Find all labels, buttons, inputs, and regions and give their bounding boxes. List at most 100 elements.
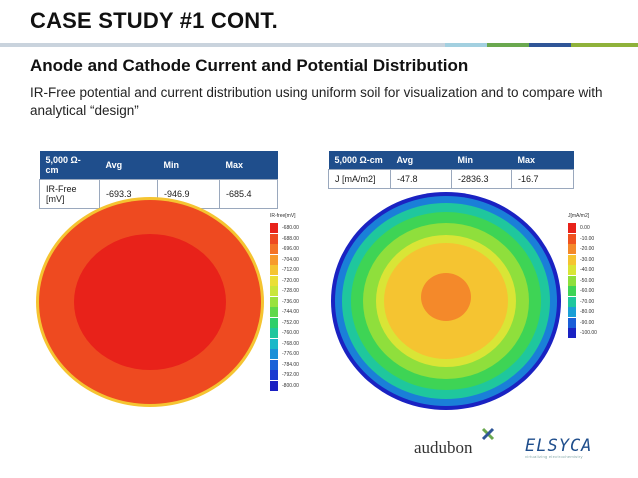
legend-entry: -760.00 xyxy=(270,328,326,338)
legend-entry: -768.00 xyxy=(270,338,326,349)
legend-label: -704.00 xyxy=(282,256,299,263)
legend-swatch xyxy=(568,223,576,233)
legend-label: -70.00 xyxy=(580,298,595,305)
elsyca-logo-text: ELSYCA xyxy=(525,436,593,456)
legend-swatch xyxy=(568,328,576,338)
legend-label: -712.00 xyxy=(282,267,299,273)
legend-entry: -800.00 xyxy=(270,380,326,391)
table-cell: -2836.3 xyxy=(451,169,512,189)
legend-label: -696.00 xyxy=(282,246,299,252)
legend-entry: -728.00 xyxy=(270,286,326,296)
legend-entry: -736.00 xyxy=(270,296,326,307)
legend-label: -10.00 xyxy=(580,235,595,242)
legend-title: J[mA/m2] xyxy=(568,213,590,219)
table-cell: -47.8 xyxy=(390,169,452,189)
legend-label: -80.00 xyxy=(580,309,595,315)
legend-label: -768.00 xyxy=(282,340,299,347)
table-header-cell: Max xyxy=(219,151,278,180)
legend-swatch xyxy=(270,370,278,380)
slide-subtitle: Anode and Cathode Current and Potential … xyxy=(30,56,469,75)
elsyca-logo: ELSYCA virtualizing electrochemistry xyxy=(525,436,592,459)
legend-label: -760.00 xyxy=(282,330,299,336)
legend-label: -728.00 xyxy=(282,288,299,294)
audubon-logo-text: audubon xyxy=(414,438,473,457)
ir-free-color-legend: IR-free[mV] -680.00 -688.00 -696.00 -704.00… xyxy=(270,213,330,403)
legend-swatch xyxy=(270,307,278,317)
accent-bar-segment-5 xyxy=(571,43,638,47)
current-density-color-legend: J[mA/m2] 0.00 -10.00 -20.00 -30.00 -40.00 -50… xyxy=(568,213,628,343)
accent-bar-segment-4 xyxy=(529,43,571,47)
slide-title: CASE STUDY #1 CONT. xyxy=(30,8,278,33)
legend-entry: -712.00 xyxy=(270,265,326,275)
legend-entry: -680.00 xyxy=(270,223,326,233)
legend-label: -792.00 xyxy=(282,372,299,378)
table-cell: IR-Free [mV] xyxy=(39,179,100,209)
legend-entry: -90.00 xyxy=(568,317,624,328)
legend-entry: -752.00 xyxy=(270,317,326,328)
current-density-stats-table: 5,000 Ω-cm Avg Min Max J [mA/m2] -47.8 -… xyxy=(328,151,574,189)
table-header-row: 5,000 Ω-cm Avg Min Max xyxy=(328,151,574,170)
legend-swatch xyxy=(270,317,278,328)
legend-swatch xyxy=(270,244,278,254)
table-cell: -16.7 xyxy=(511,169,574,189)
legend-swatch xyxy=(270,380,278,391)
legend-entry: -696.00 xyxy=(270,244,326,254)
legend-label: -744.00 xyxy=(282,309,299,315)
legend-label: -680.00 xyxy=(282,225,299,231)
table-row: J [mA/m2] -47.8 -2836.3 -16.7 xyxy=(328,169,574,189)
table-header-cell: 5,000 Ω-cm xyxy=(328,151,391,170)
legend-label: -30.00 xyxy=(580,256,595,263)
title-accent-bar xyxy=(0,43,638,47)
legend-swatch xyxy=(270,328,278,338)
table-header-cell: Avg xyxy=(390,151,452,170)
elsyca-logo-tagline: virtualizing electrochemistry xyxy=(525,454,583,459)
table-cell: -685.4 xyxy=(219,179,278,209)
slide-body-text: IR-Free potential and current distributi… xyxy=(30,85,603,118)
table-header-cell: Min xyxy=(451,151,512,170)
table-header-cell: Max xyxy=(511,151,574,170)
legend-label: -776.00 xyxy=(282,351,299,357)
table-cell: J [mA/m2] xyxy=(328,169,391,189)
legend-label: -800.00 xyxy=(282,382,299,389)
legend-entry: -776.00 xyxy=(270,349,326,359)
legend-swatch xyxy=(568,296,576,307)
legend-swatch xyxy=(270,265,278,275)
legend-label: 0.00 xyxy=(580,225,590,231)
current-density-contour-plot xyxy=(331,192,561,410)
legend-entry: -30.00 xyxy=(568,254,624,265)
legend-swatch xyxy=(270,275,278,286)
legend-swatch xyxy=(270,254,278,265)
legend-entry: -744.00 xyxy=(270,307,326,317)
legend-label: -784.00 xyxy=(282,361,299,368)
legend-label: -736.00 xyxy=(282,298,299,305)
legend-entry: -50.00 xyxy=(568,275,624,286)
legend-entry: -60.00 xyxy=(568,286,624,296)
legend-swatch xyxy=(568,265,576,275)
accent-bar-segment-1 xyxy=(0,43,445,47)
legend-entry: -20.00 xyxy=(568,244,624,254)
table-header-cell: Avg xyxy=(99,151,158,180)
legend-label: -90.00 xyxy=(580,319,595,326)
legend-entry: -100.00 xyxy=(568,328,624,338)
legend-swatch xyxy=(270,233,278,244)
legend-swatch xyxy=(270,286,278,296)
legend-swatch xyxy=(568,307,576,317)
legend-label: -50.00 xyxy=(580,277,595,284)
table-header-row: 5,000 Ω-cm Avg Min Max xyxy=(39,151,278,180)
legend-title: IR-free[mV] xyxy=(270,213,296,219)
legend-swatch xyxy=(568,275,576,286)
legend-swatch xyxy=(270,349,278,359)
table-header-cell: Min xyxy=(157,151,220,180)
legend-label: -60.00 xyxy=(580,288,595,294)
accent-bar-segment-2 xyxy=(445,43,487,47)
legend-entry: -784.00 xyxy=(270,359,326,370)
table-header-cell: 5,000 Ω-cm xyxy=(39,151,100,180)
legend-swatch xyxy=(568,317,576,328)
audubon-logo-icon xyxy=(481,427,495,441)
legend-swatch xyxy=(568,244,576,254)
legend-label: -688.00 xyxy=(282,235,299,242)
legend-entry: -792.00 xyxy=(270,370,326,380)
contour-core xyxy=(421,273,471,321)
legend-swatch xyxy=(568,286,576,296)
legend-entry: -720.00 xyxy=(270,275,326,286)
